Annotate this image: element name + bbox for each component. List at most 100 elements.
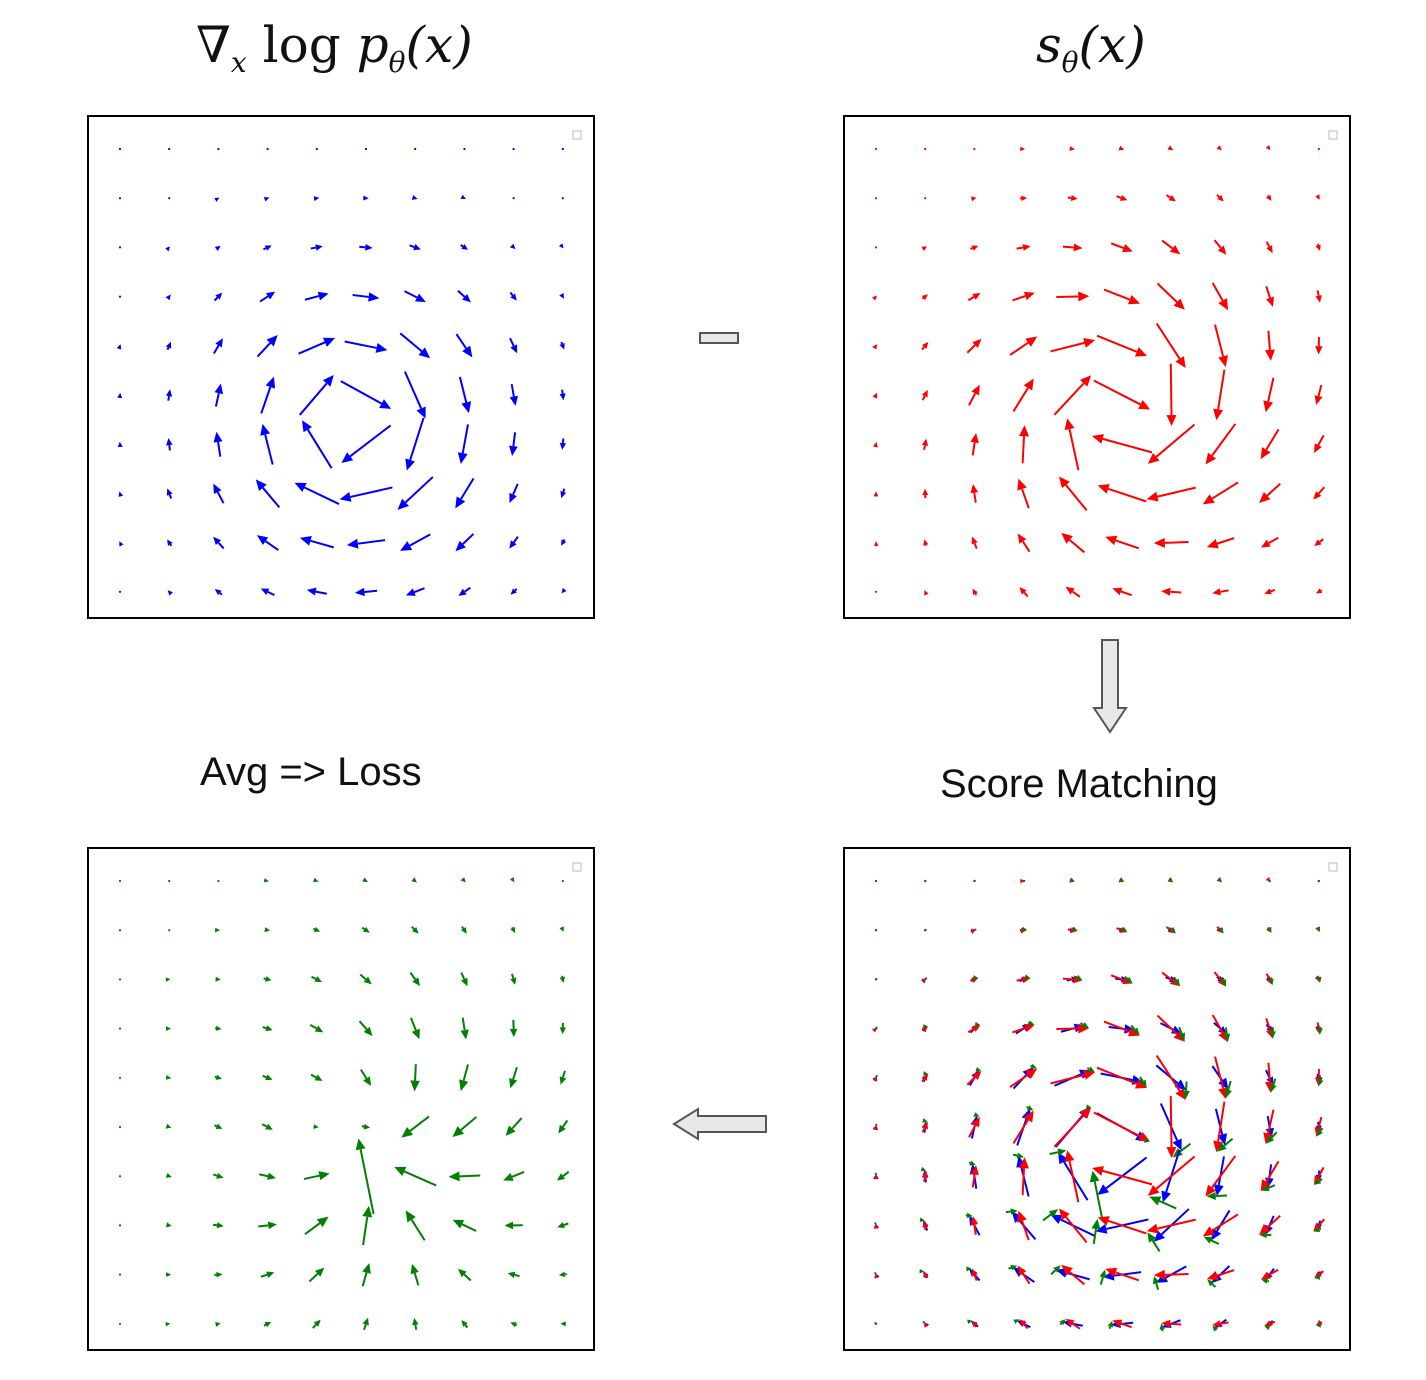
model-score-arrow xyxy=(1065,586,1081,598)
model-score-arrow xyxy=(1093,379,1151,410)
true-score-arrow xyxy=(460,244,469,250)
true-score-arrow xyxy=(512,147,515,151)
overlay-difference-arrow xyxy=(1314,1274,1321,1280)
model-score-arrow xyxy=(1205,423,1237,465)
overlay-model-arrow xyxy=(1155,1055,1186,1101)
model-score-panel xyxy=(843,115,1351,619)
overlay-difference-arrow xyxy=(1107,1320,1113,1330)
model-score-arrow xyxy=(1315,243,1321,251)
model-score-arrow xyxy=(1118,145,1125,151)
overlay-difference-arrow xyxy=(923,1024,928,1029)
overlay-difference-arrow xyxy=(874,1321,877,1325)
model-score-arrow xyxy=(1017,478,1030,509)
model-score-arrow xyxy=(1161,587,1182,596)
model-score-arrow xyxy=(1156,282,1185,310)
difference-arrow xyxy=(262,1025,273,1032)
model-score-arrow xyxy=(971,536,978,549)
model-score-arrow xyxy=(921,294,928,301)
model-score-arrow xyxy=(1019,425,1030,464)
true-score-arrow xyxy=(165,294,171,301)
difference-arrow xyxy=(264,927,271,933)
model-score-arrow xyxy=(923,539,929,546)
loss-title: Avg => Loss xyxy=(200,750,422,794)
model-score-arrow xyxy=(1020,146,1026,152)
overlay-difference-arrow xyxy=(1203,1236,1220,1245)
true-score-vector-field xyxy=(116,130,582,597)
true-score-title: ∇x log pθ(x) xyxy=(196,16,473,79)
true-score-arrow xyxy=(165,246,171,252)
difference-arrow xyxy=(214,1271,223,1278)
true-score-arrow xyxy=(458,586,471,596)
model-score-arrow xyxy=(970,432,979,456)
difference-arrow xyxy=(412,1317,419,1330)
model-score-vector-field xyxy=(872,130,1338,598)
true-score-arrow xyxy=(213,536,225,550)
overlay-difference-arrow xyxy=(1024,974,1031,980)
true-score-arrow xyxy=(260,588,275,597)
difference-arrow xyxy=(510,926,516,934)
difference-arrow xyxy=(556,1170,570,1181)
overlay-true-arrow xyxy=(1153,1208,1190,1242)
model-score-arrow xyxy=(1315,588,1323,594)
true-score-arrow xyxy=(294,482,340,505)
model-score-arrow xyxy=(873,491,879,497)
legend-box xyxy=(572,130,582,140)
true-score-arrow xyxy=(559,438,567,450)
difference-arrow xyxy=(460,926,467,934)
true-score-arrow xyxy=(313,196,320,202)
overlay-model-arrow xyxy=(1092,1166,1153,1186)
true-score-arrow xyxy=(213,292,223,302)
model-score-arrow xyxy=(1062,243,1083,252)
overlay-difference-arrow xyxy=(1218,927,1224,934)
model-score-arrow xyxy=(1213,369,1226,421)
model-score-arrow xyxy=(872,392,878,399)
overlay-difference-arrow xyxy=(919,1217,925,1222)
model-score-arrow xyxy=(1103,288,1140,305)
model-score-arrow xyxy=(1092,434,1153,454)
true-score-arrow xyxy=(561,147,564,151)
true-score-arrow xyxy=(399,332,431,359)
true-score-arrow xyxy=(298,337,336,355)
difference-arrow xyxy=(361,926,370,933)
model-score-arrow xyxy=(921,341,929,351)
overlay-difference-arrow xyxy=(1130,1024,1140,1036)
difference-arrow xyxy=(215,1322,221,1327)
true-score-arrow xyxy=(168,197,171,200)
difference-arrow xyxy=(360,1069,372,1086)
overlay-difference-arrow xyxy=(1159,1323,1165,1332)
difference-arrow xyxy=(262,1074,273,1081)
overlay-model-arrow xyxy=(1205,1155,1237,1197)
overlay-model-arrow xyxy=(1147,1155,1196,1196)
overlay-model-arrow xyxy=(872,1076,878,1082)
model-score-arrow xyxy=(921,438,929,451)
difference-arrow xyxy=(168,879,171,883)
overlay-difference-arrow xyxy=(1089,1170,1104,1220)
true-score-arrow xyxy=(165,341,172,351)
difference-arrow xyxy=(313,1124,319,1129)
true-score-arrow xyxy=(118,147,122,151)
true-score-arrow xyxy=(558,243,564,249)
overlay-difference-arrow xyxy=(1269,1027,1276,1039)
model-score-arrow xyxy=(872,344,878,350)
true-score-arrow xyxy=(266,147,269,151)
overlay-difference-arrow xyxy=(875,977,878,981)
overlay-true-arrow xyxy=(1097,1156,1148,1195)
overlay-model-arrow xyxy=(968,1116,980,1138)
model-score-arrow xyxy=(1058,476,1088,511)
difference-arrow xyxy=(168,929,171,932)
difference-arrow xyxy=(263,878,269,883)
difference-arrow xyxy=(510,973,517,985)
overlay-model-arrow xyxy=(921,1121,928,1133)
score-matching-panel xyxy=(843,847,1351,1351)
difference-arrow xyxy=(165,1321,171,1327)
overlay-difference-arrow xyxy=(1139,1076,1147,1088)
overlay-difference-arrow xyxy=(975,1066,982,1072)
overlay-model-arrow xyxy=(1053,1107,1092,1148)
model-score-arrow xyxy=(1069,146,1075,151)
model-score-arrow xyxy=(872,441,878,448)
overlay-model-arrow xyxy=(1206,1269,1235,1281)
overlay-true-arrow xyxy=(1211,1209,1231,1241)
model-score-arrow xyxy=(874,197,878,200)
model-score-arrow xyxy=(1009,336,1038,356)
true-score-arrow xyxy=(166,488,173,499)
